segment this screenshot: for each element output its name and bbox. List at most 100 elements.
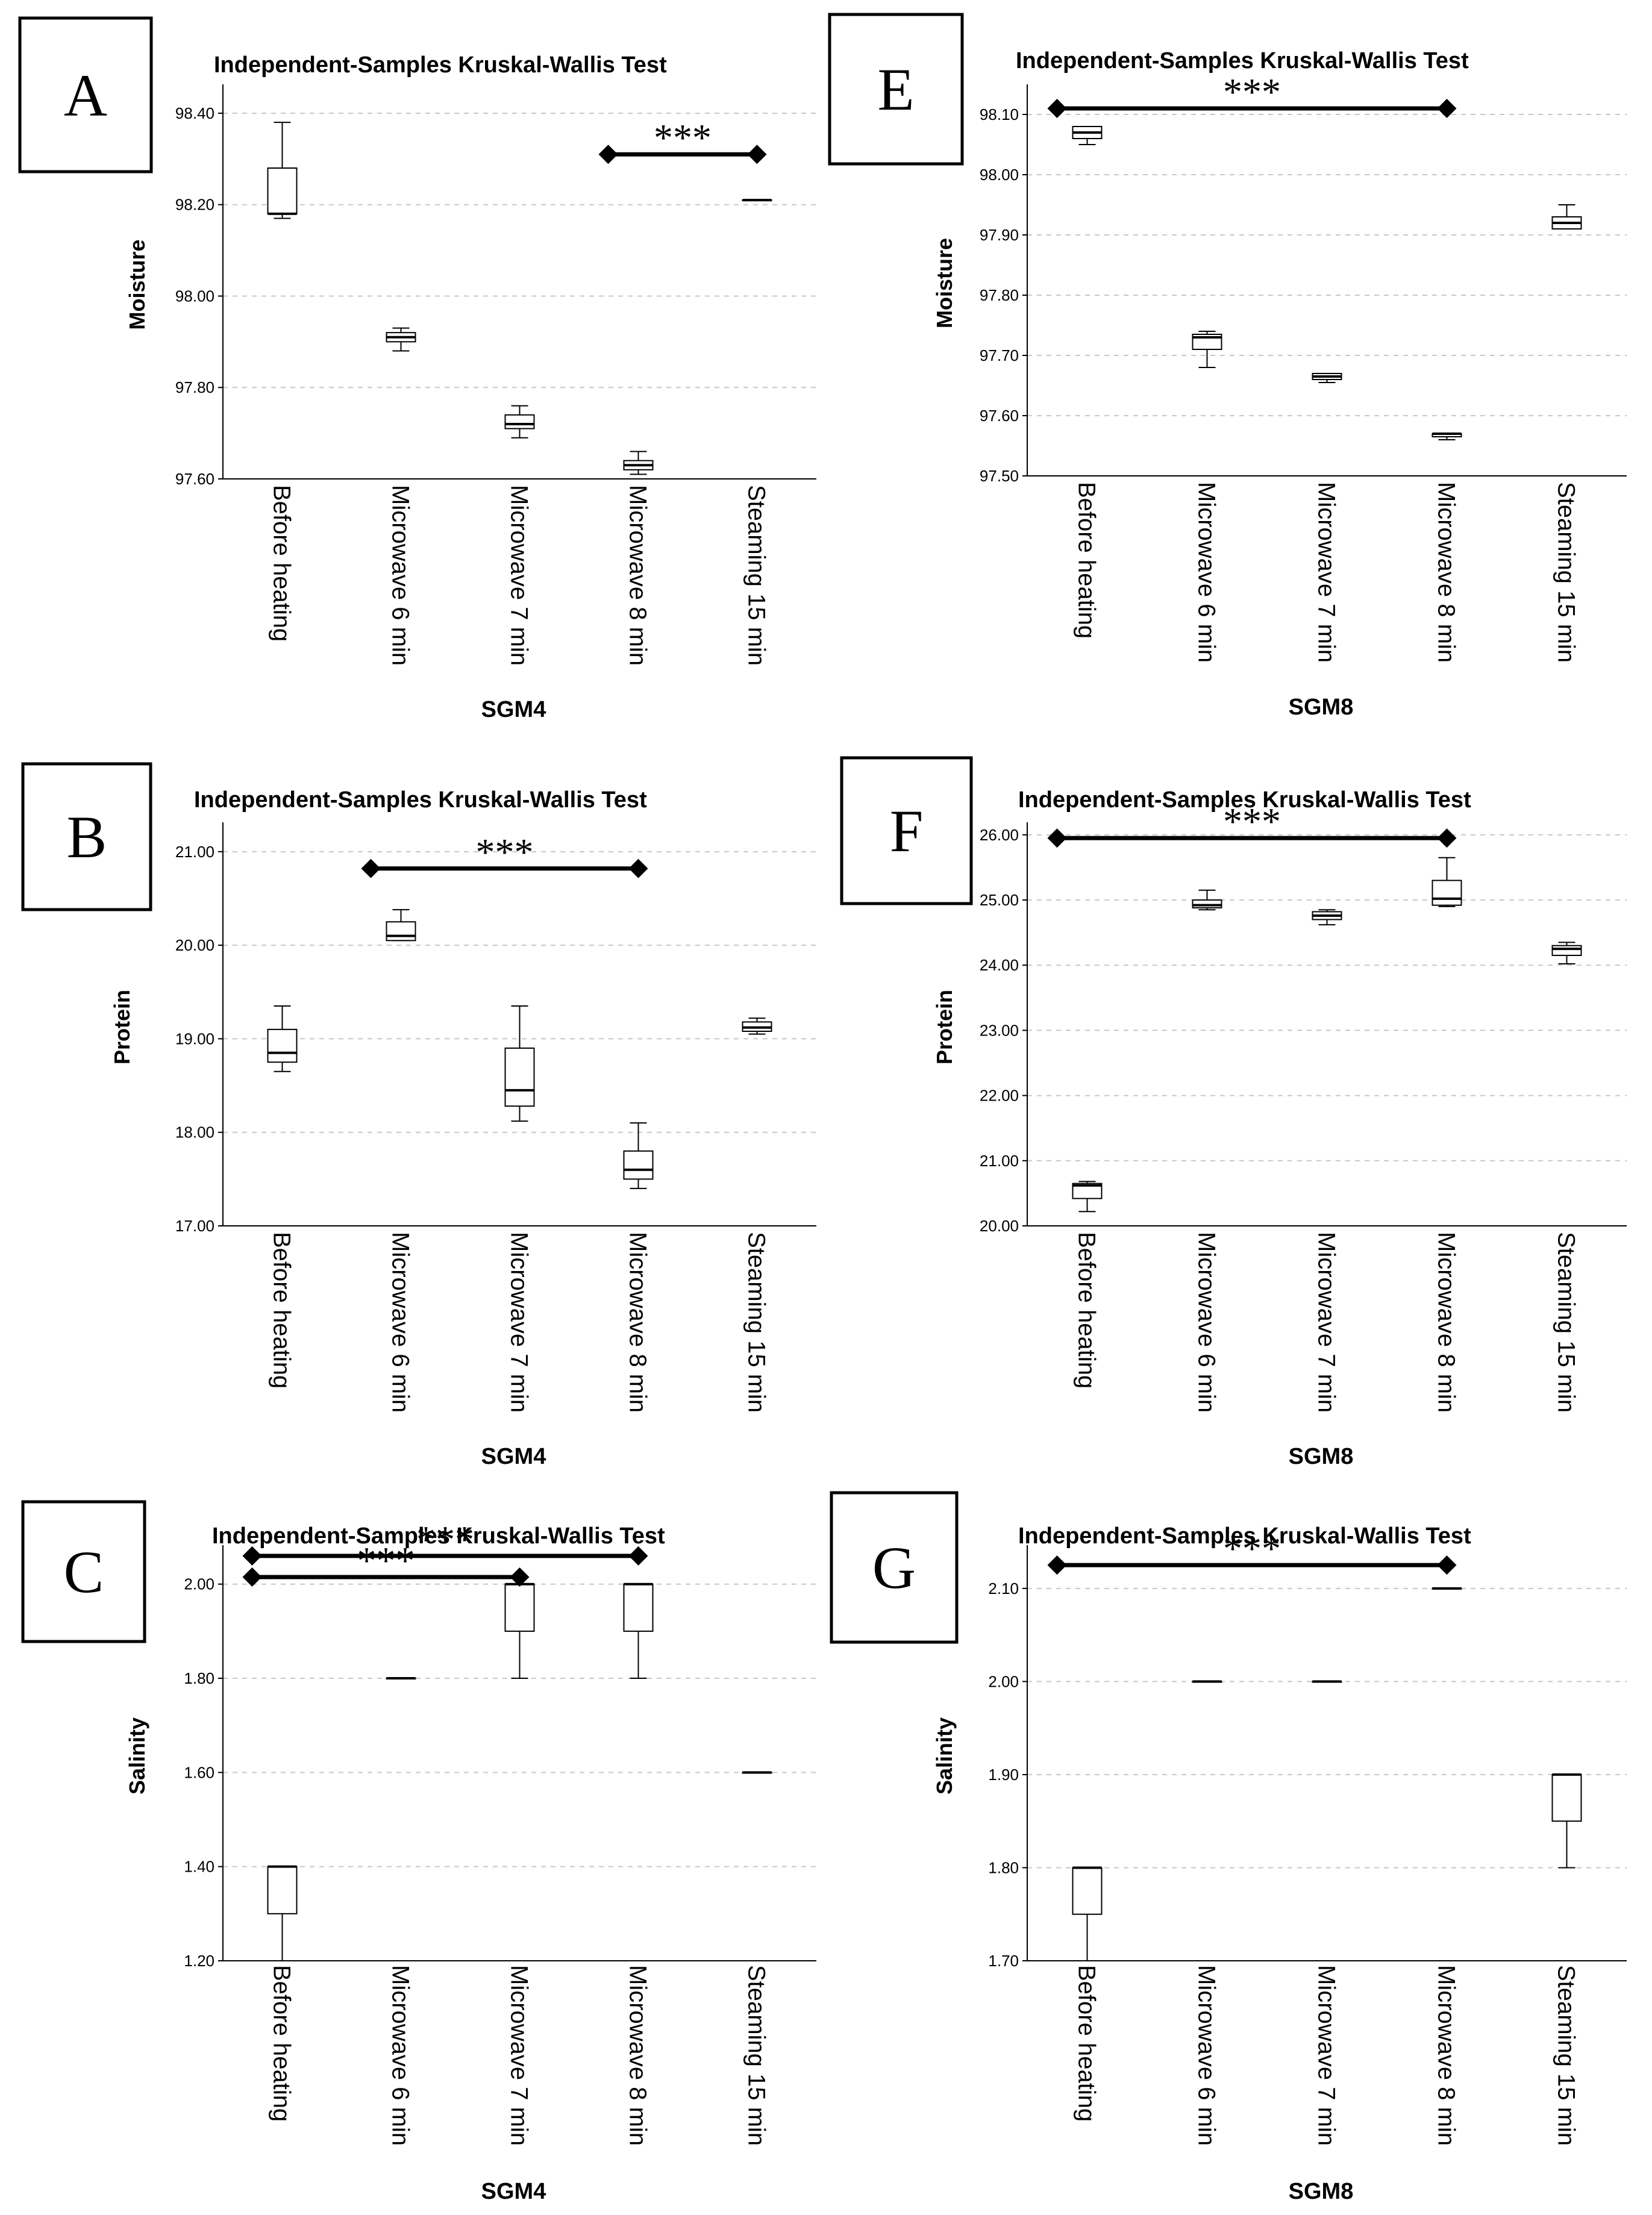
x-tick-label: Microwave 7 min [1313,1232,1340,1413]
significance-diamond [1437,99,1457,118]
y-axis-label: Salinity [125,1717,149,1795]
chart-panel-f: F Independent-Samples Kruskal-Wallis Test… [840,756,1627,1469]
y-tick-label: 98.00 [175,287,214,305]
box-iqr [623,1150,654,1180]
box-4 [1431,857,1462,907]
panel-label: E [877,56,914,123]
y-tick-label: 22.00 [980,1087,1019,1105]
box-4 [623,1582,654,1679]
box-5 [1551,942,1582,965]
y-axis-label: Moisture [125,239,149,330]
box-2 [1192,1680,1222,1683]
x-tick-label: Microwave 7 min [506,1232,533,1413]
y-tick-label: 20.00 [980,1217,1019,1235]
y-tick-label: 97.50 [980,467,1019,485]
x-axis-label: SGM4 [481,697,546,722]
panel-label: G [872,1534,916,1601]
significance-diamond [1047,1555,1067,1575]
box-3 [1312,373,1342,383]
significance-diamond [1047,828,1067,848]
significance-diamond [510,1567,530,1587]
significance-diamond [747,145,767,164]
y-tick-label: 26.00 [980,826,1019,844]
significance-diamond [628,858,648,878]
chart-title: Independent-Samples Kruskal-Wallis Test [194,787,647,813]
significance-label: *** [357,1539,415,1582]
significance-label: *** [476,831,534,873]
x-tick-label: Before heating [269,1965,295,2122]
chart-title: Independent-Samples Kruskal-Wallis Test [212,1523,665,1549]
box-1 [267,1865,298,1961]
chart-title: Independent-Samples Kruskal-Wallis Test [1016,48,1469,73]
box-1 [267,122,298,219]
significance-bracket: *** [242,1518,648,1566]
x-tick-label: Microwave 6 min [387,1965,414,2146]
box-1 [1072,126,1103,145]
y-tick-label: 2.00 [988,1672,1019,1690]
box-2 [386,327,416,352]
significance-bracket: *** [598,116,767,164]
y-tick-label: 1.70 [988,1952,1019,1970]
chart-panel-g: G Independent-Samples Kruskal-Wallis Test… [830,1491,1627,2204]
significance-bracket: *** [1047,70,1457,118]
box-iqr [1072,1867,1103,1915]
significance-diamond [242,1546,262,1566]
box-2 [386,909,416,942]
box-1 [1072,1866,1103,1961]
box-5 [742,199,772,202]
y-tick-label: 17.00 [175,1217,214,1235]
significance-diamond [361,858,381,878]
box-5 [1551,1773,1582,1869]
y-tick-label: 19.00 [175,1029,214,1048]
box-3 [1312,909,1342,926]
box-1 [1072,1181,1103,1213]
x-tick-label: Steaming 15 min [1553,1965,1580,2146]
y-tick-label: 97.70 [980,346,1019,364]
significance-bracket: *** [242,1539,530,1587]
x-tick-label: Steaming 15 min [743,485,770,666]
y-tick-label: 23.00 [980,1021,1019,1039]
significance-label: *** [654,116,712,159]
y-tick-label: 20.00 [175,936,214,954]
chart-panel-a: A Independent-Samples Kruskal-Wallis Test… [18,16,816,722]
box-iqr [1431,879,1462,906]
x-tick-label: Before heating [1074,1232,1100,1389]
box-iqr [1551,1773,1582,1822]
x-tick-label: Before heating [269,1232,295,1389]
panel-label-box [21,762,152,911]
x-axis-label: SGM8 [1289,1444,1354,1469]
y-tick-label: 1.20 [184,1952,214,1970]
x-axis-label: SGM8 [1289,695,1354,720]
y-tick-label: 97.60 [175,470,214,488]
x-tick-label: Microwave 6 min [1194,482,1220,663]
box-5 [1551,204,1582,230]
significance-bracket: *** [361,831,648,878]
chart-title: Independent-Samples Kruskal-Wallis Test [1018,787,1471,813]
significance-label: *** [1223,800,1281,843]
box-iqr [267,1866,298,1914]
x-axis-label: SGM4 [481,2179,546,2204]
chart-title: Independent-Samples Kruskal-Wallis Test [214,52,667,78]
x-tick-label: Steaming 15 min [1553,482,1580,663]
x-tick-label: Microwave 6 min [387,1232,414,1413]
significance-label: *** [416,1518,474,1561]
x-tick-label: Microwave 8 min [625,485,651,666]
x-tick-label: Steaming 15 min [743,1232,770,1413]
box-3 [504,405,535,439]
x-tick-label: Steaming 15 min [743,1965,770,2146]
box-4 [623,1122,654,1189]
y-tick-label: 97.80 [980,286,1019,304]
significance-diamond [1047,99,1067,118]
y-tick-label: 98.00 [980,166,1019,184]
box-5 [742,1771,772,1774]
x-tick-label: Microwave 6 min [1194,1965,1220,2146]
significance-diamond [1437,1555,1457,1575]
chart-title: Independent-Samples Kruskal-Wallis Test [1018,1523,1471,1549]
box-5 [742,1017,772,1035]
box-iqr [1551,945,1582,956]
x-tick-label: Microwave 8 min [1433,1965,1460,2146]
chart-panel-c: C Independent-Samples Kruskal-Wallis Test… [21,1500,816,2204]
significance-diamond [1437,828,1457,848]
chart-panel-e: E Independent-Samples Kruskal-Wallis Test… [828,13,1627,720]
